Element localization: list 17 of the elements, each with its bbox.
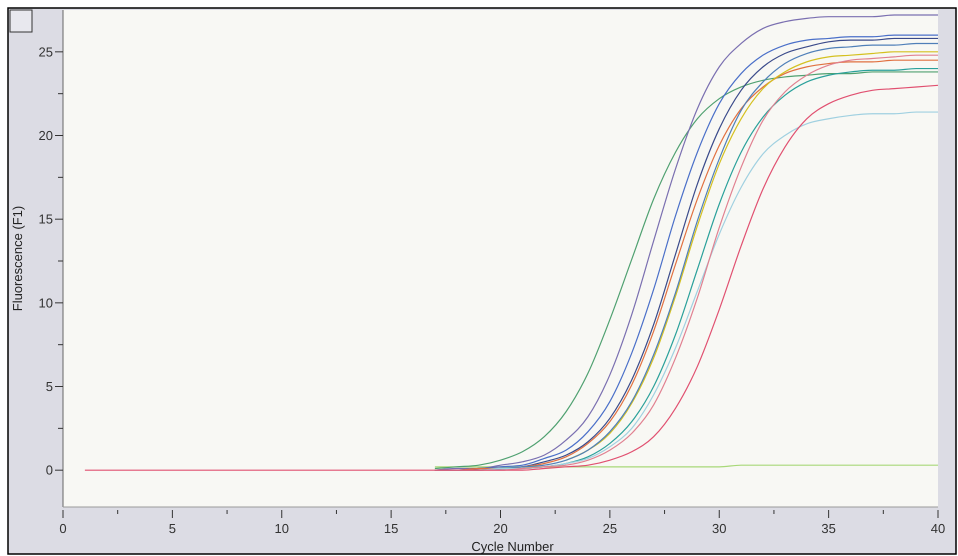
x-tick-label: 35 — [821, 521, 836, 536]
y-tick-label: 20 — [38, 128, 53, 144]
x-tick-label: 10 — [274, 521, 289, 536]
x-tick-label: 15 — [384, 521, 398, 536]
y-tick-label: 5 — [46, 379, 53, 394]
x-axis-title: Cycle Number — [471, 539, 554, 554]
y-tick-label: 25 — [38, 44, 53, 60]
x-tick-label: 25 — [602, 521, 618, 536]
y-tick-label: 0 — [46, 462, 53, 478]
y-axis-title: Fluorescence (F1) — [10, 206, 25, 312]
x-tick-label: 0 — [59, 521, 67, 536]
x-tick-label: 20 — [493, 521, 508, 536]
x-tick-label: 40 — [930, 521, 946, 536]
y-tick-label: 10 — [38, 295, 53, 310]
x-tick-label: 5 — [168, 521, 176, 536]
y-tick-label: 15 — [38, 212, 53, 227]
x-tick-label: 30 — [712, 521, 726, 536]
